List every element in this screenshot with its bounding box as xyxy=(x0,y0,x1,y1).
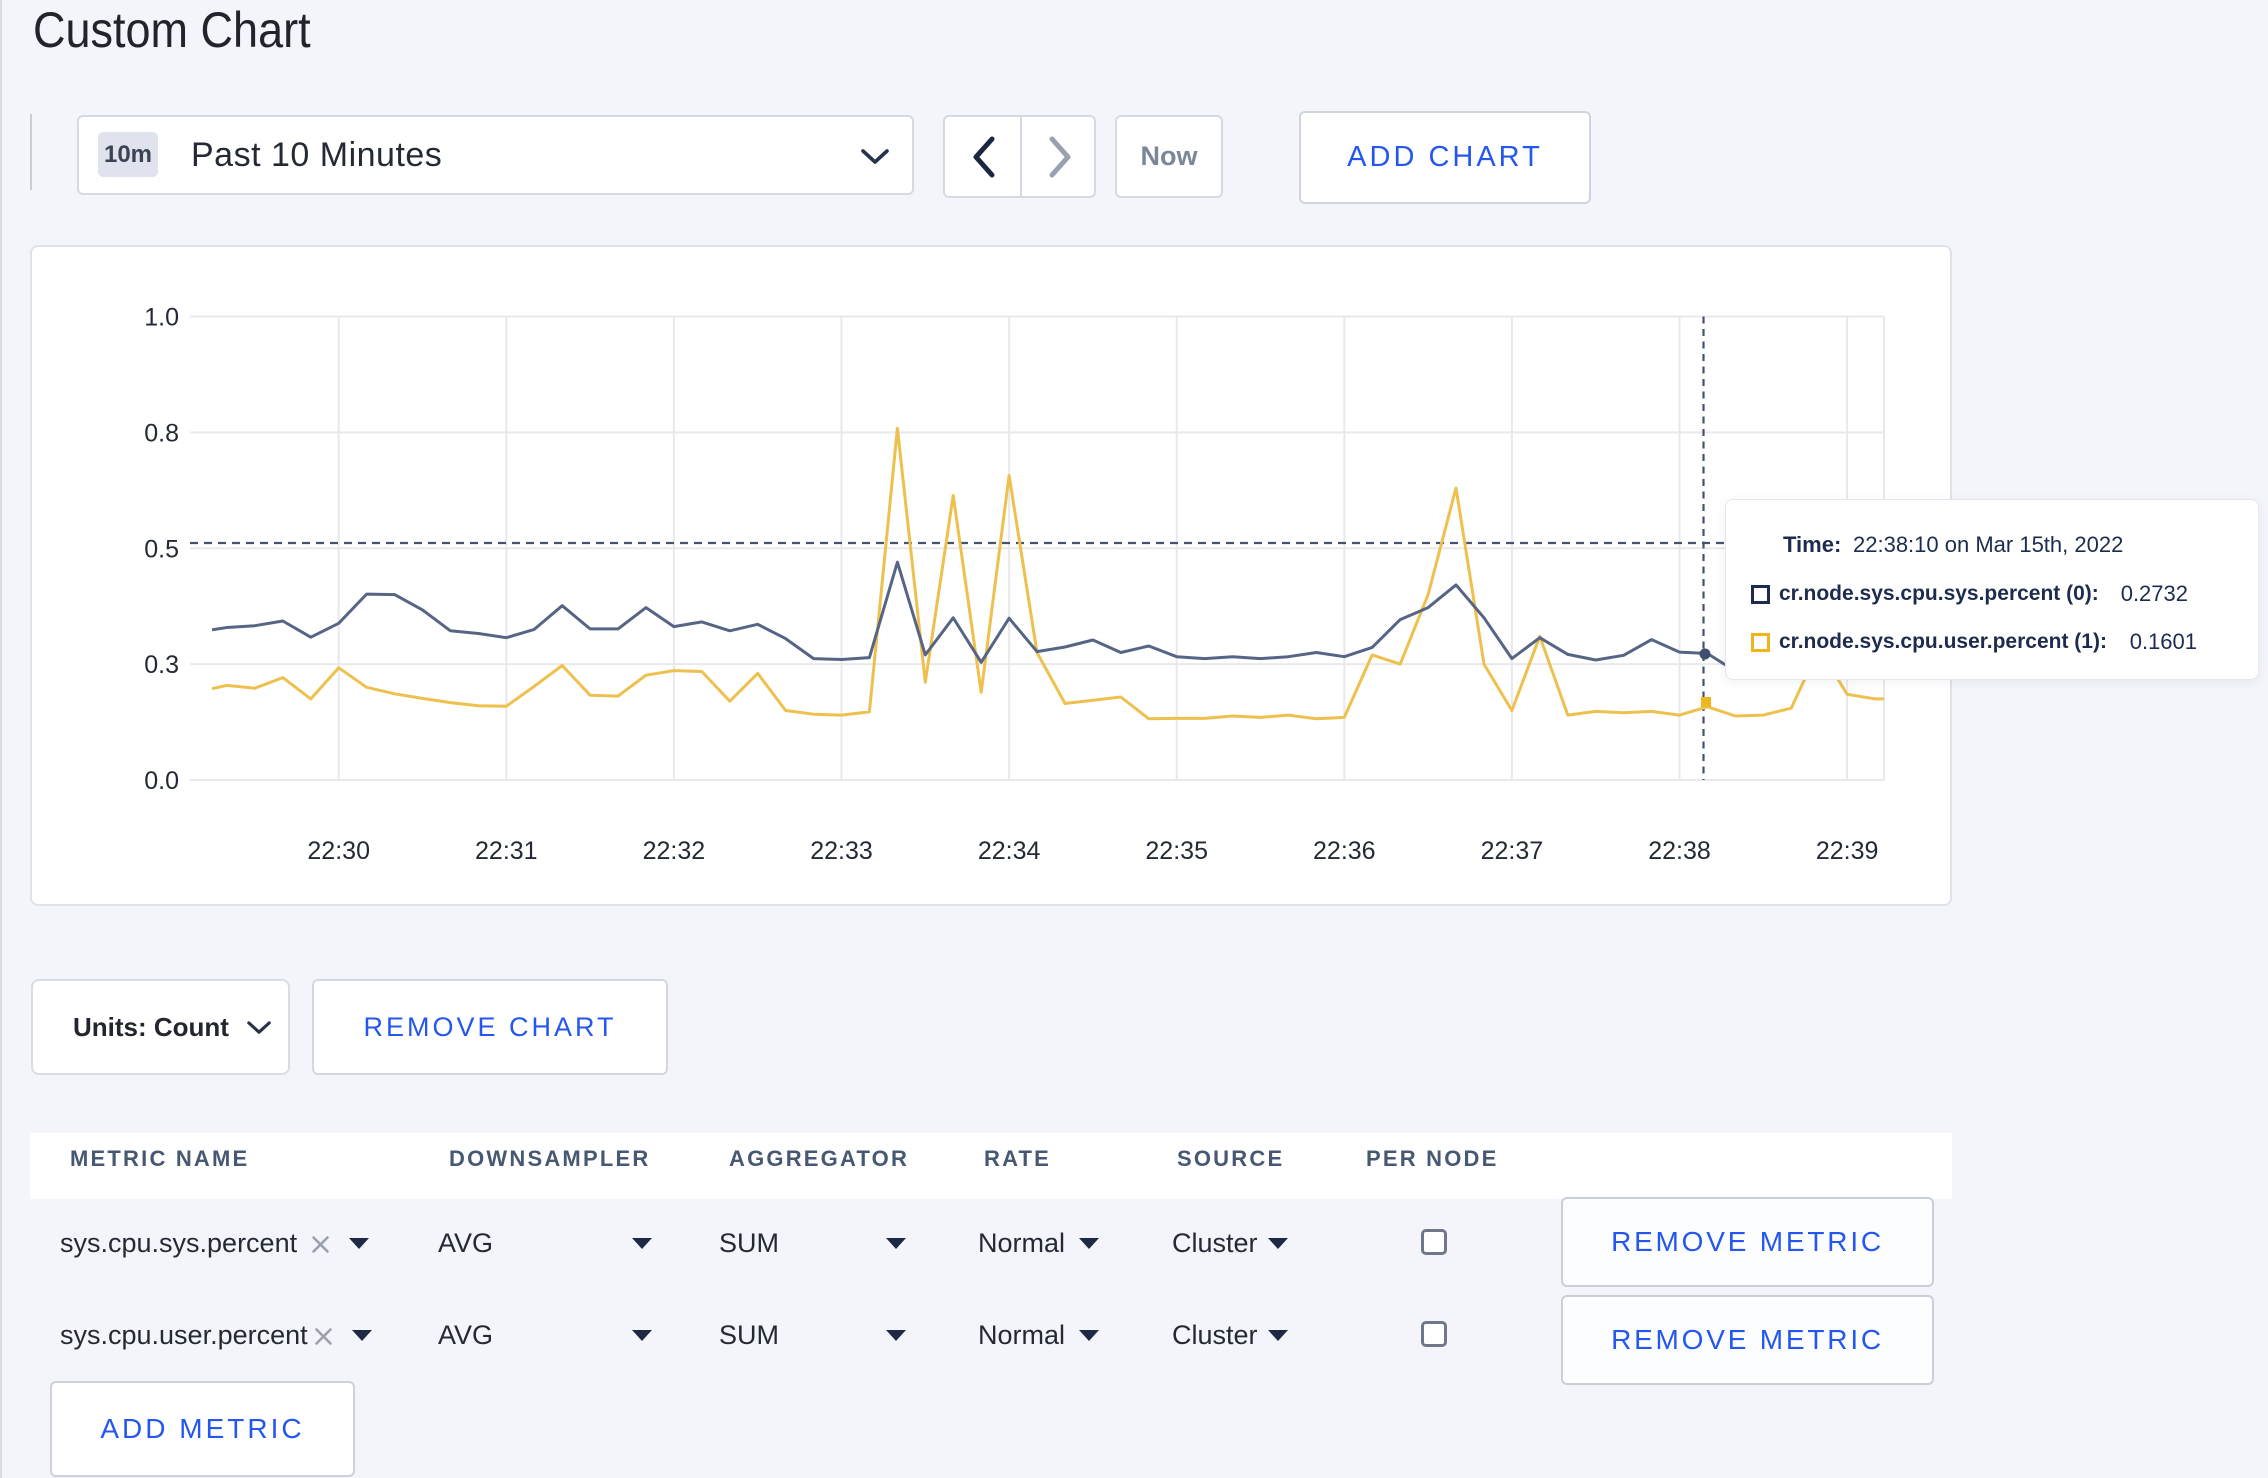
svg-text:0.0: 0.0 xyxy=(144,767,179,795)
svg-text:0.3: 0.3 xyxy=(144,651,179,679)
svg-text:22:39: 22:39 xyxy=(1816,837,1879,865)
svg-text:0.8: 0.8 xyxy=(144,419,179,447)
svg-text:1.0: 1.0 xyxy=(144,304,179,332)
svg-text:22:35: 22:35 xyxy=(1145,837,1208,865)
svg-text:22:31: 22:31 xyxy=(475,837,538,865)
svg-text:22:36: 22:36 xyxy=(1313,837,1376,865)
svg-text:22:32: 22:32 xyxy=(643,837,706,865)
svg-text:22:34: 22:34 xyxy=(978,837,1041,865)
svg-text:22:30: 22:30 xyxy=(307,837,370,865)
svg-text:22:37: 22:37 xyxy=(1481,837,1544,865)
svg-text:22:38: 22:38 xyxy=(1648,837,1711,865)
svg-text:0.5: 0.5 xyxy=(144,535,179,563)
svg-text:22:33: 22:33 xyxy=(810,837,873,865)
